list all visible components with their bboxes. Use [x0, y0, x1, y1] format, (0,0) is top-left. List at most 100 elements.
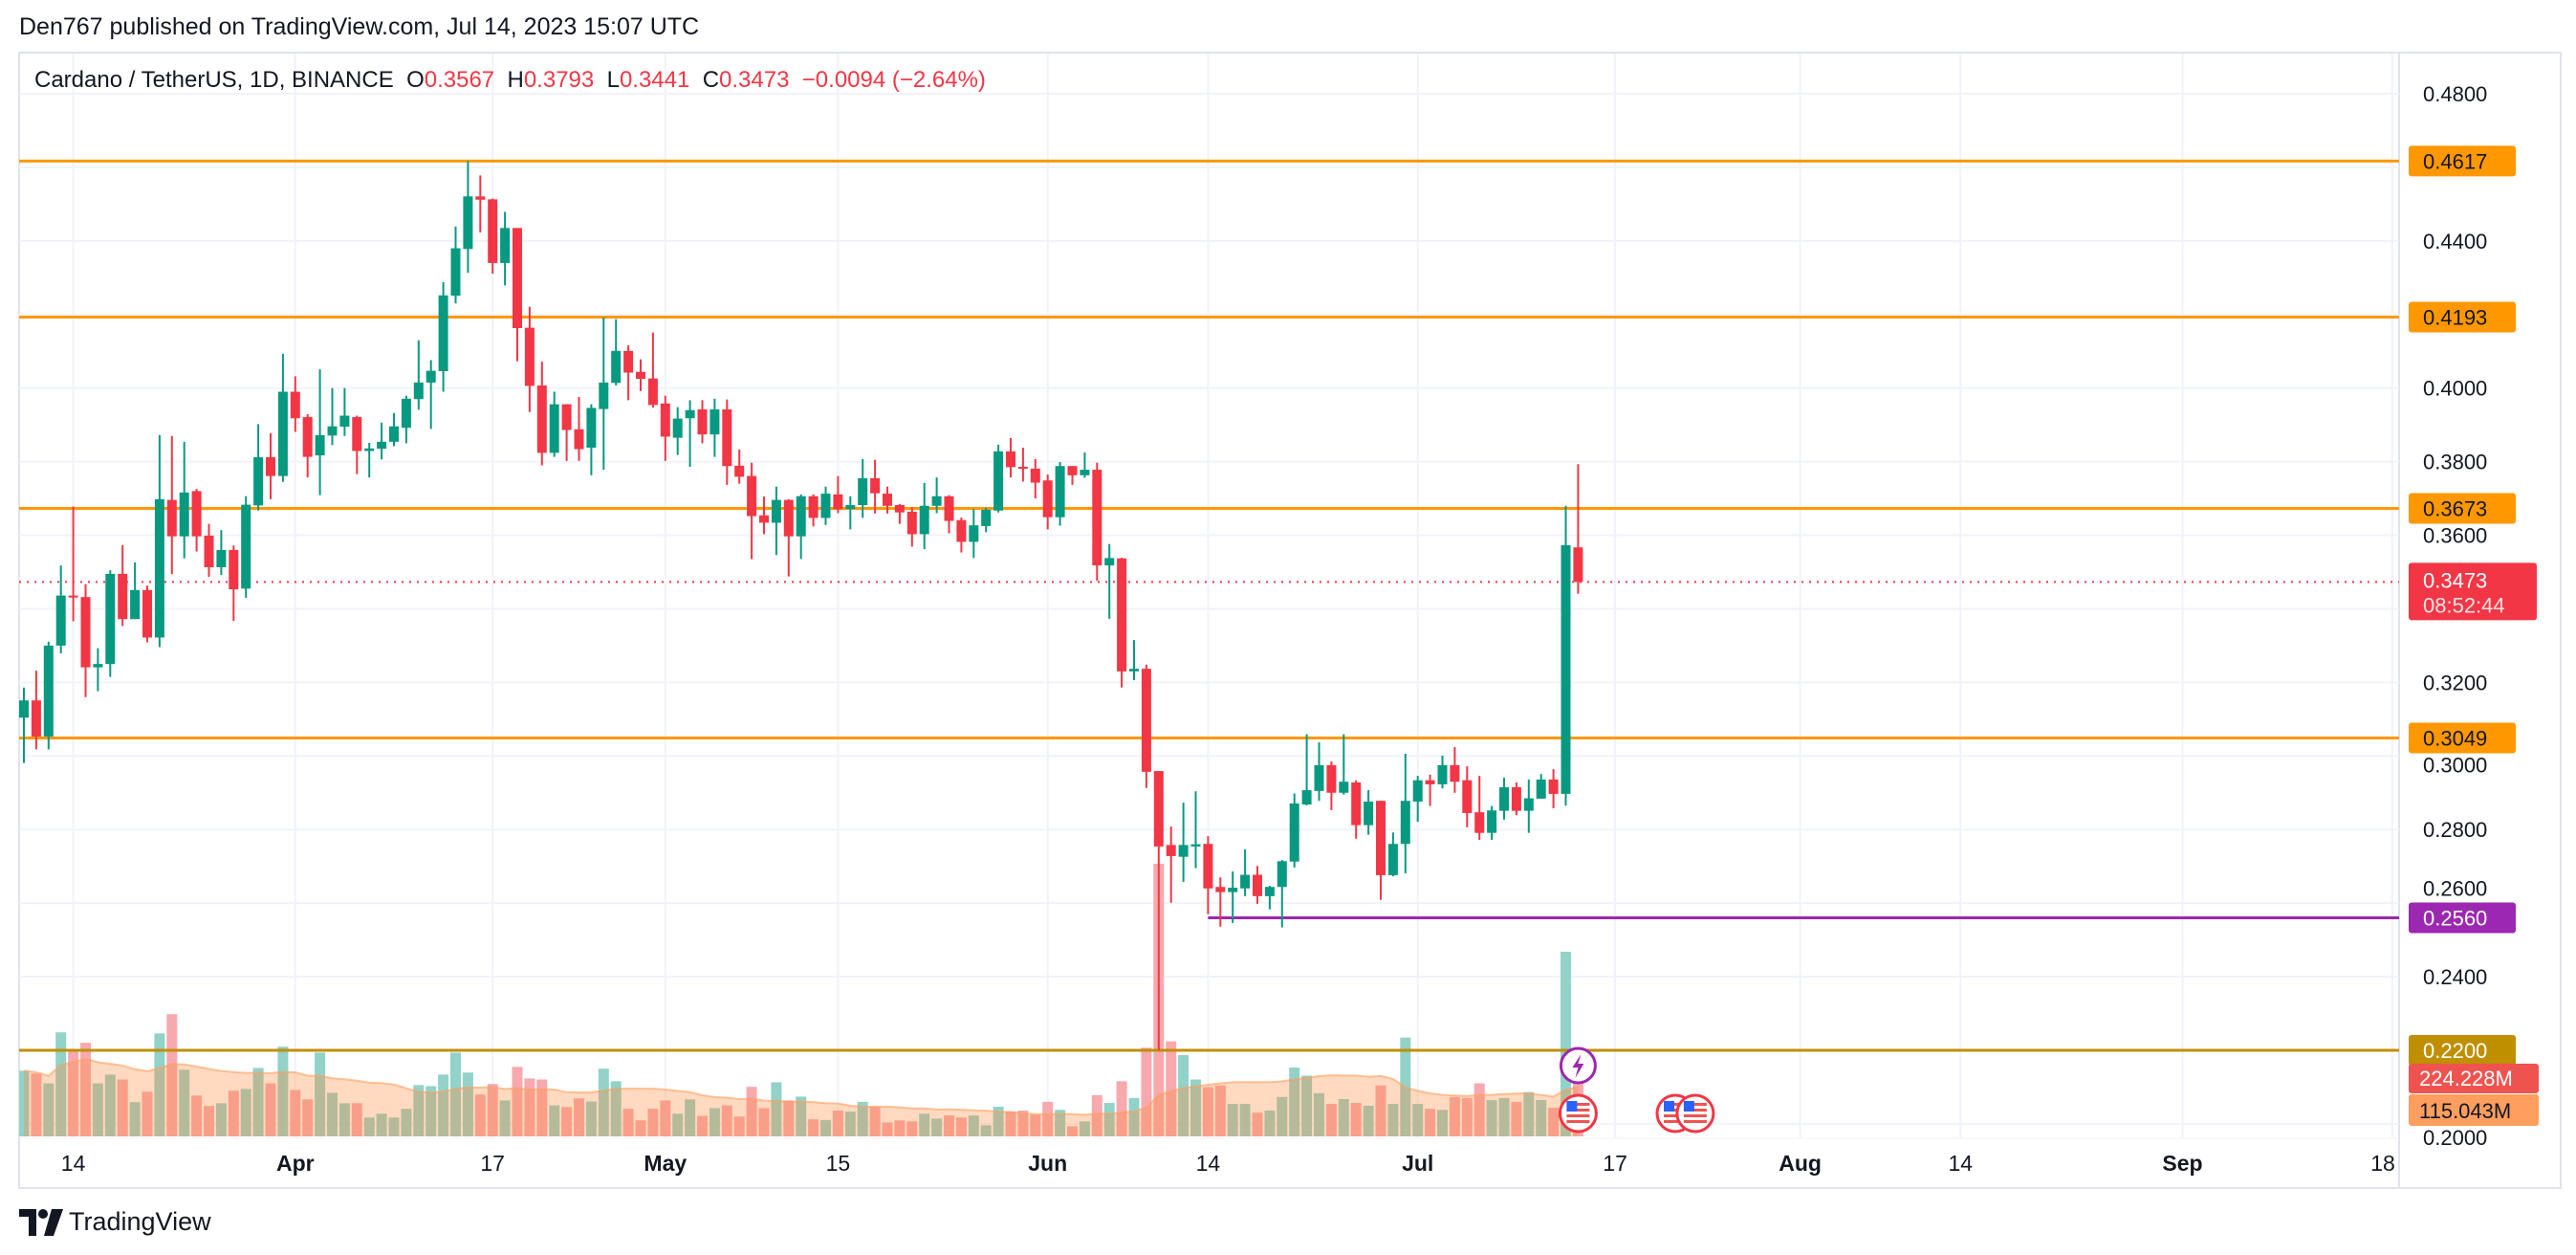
level-price-box — [2409, 145, 2516, 177]
candle-down — [1376, 801, 1386, 900]
candle-body — [1092, 470, 1102, 566]
volume-bar — [388, 1117, 400, 1136]
candle-body — [870, 477, 881, 494]
volume-bar — [438, 1074, 449, 1136]
candle-body — [1314, 764, 1324, 791]
volume-bar — [413, 1085, 425, 1136]
candle-up — [500, 211, 511, 286]
candle-up — [709, 398, 720, 457]
volume-bar — [524, 1078, 535, 1136]
level-price-box — [2409, 722, 2516, 754]
candle-up — [599, 317, 609, 471]
volume-bar — [450, 1052, 461, 1136]
candle-up — [1277, 860, 1287, 928]
candle-body — [1339, 782, 1349, 793]
volume-bar — [1141, 1047, 1152, 1136]
candle-down — [956, 517, 967, 553]
candle-down — [759, 496, 769, 535]
flag-canton — [1566, 1101, 1578, 1112]
candle-body — [191, 491, 202, 537]
candle-body — [154, 498, 164, 638]
flag-stripe — [1683, 1114, 1707, 1117]
candle-down — [80, 583, 91, 697]
candle-up — [55, 565, 66, 653]
candle-up — [450, 226, 461, 304]
candle-down — [734, 449, 745, 484]
price-axis[interactable]: 0.4800 0.4400 0.4000 0.3800 0.3600 0.3200 0.30… — [2423, 82, 2487, 1150]
candle-up — [377, 422, 387, 460]
candle-up — [586, 404, 597, 475]
time-tick-label: 17 — [480, 1151, 505, 1176]
volume-bar — [240, 1089, 251, 1136]
candle-down — [1030, 458, 1040, 499]
candle-down — [883, 486, 892, 514]
candle-down — [1253, 866, 1262, 904]
us-flag-event-icon — [1675, 1093, 1715, 1134]
volume-bar — [844, 1112, 856, 1136]
level-price-label: 0.4193 — [2423, 305, 2487, 329]
volume-bar — [55, 1032, 67, 1136]
volume-bar — [277, 1046, 289, 1136]
candle-body — [352, 417, 362, 451]
candle-down — [191, 489, 202, 552]
open-label: O — [406, 67, 425, 93]
volume-bar — [1325, 1104, 1337, 1136]
candle-body — [944, 495, 954, 521]
volume-bar — [129, 1102, 141, 1136]
candle-body — [1499, 787, 1509, 811]
candle-up — [43, 641, 54, 750]
candle-body — [524, 327, 535, 386]
candle-body — [253, 457, 264, 506]
publish-info: Den767 published on TradingView.com, Jul… — [19, 13, 700, 40]
candle-body — [1511, 787, 1521, 811]
candle-body — [1042, 480, 1053, 517]
candle-up — [1387, 832, 1398, 877]
candle-body — [55, 595, 66, 646]
volume-ma-area — [24, 1058, 1579, 1136]
price-tick-label: 0.2800 — [2423, 818, 2487, 842]
volume-bar — [19, 1070, 30, 1136]
tradingview-logo-icon — [19, 1208, 63, 1236]
candle-body — [796, 495, 806, 537]
volume-bar — [783, 1100, 795, 1136]
candle-down — [1351, 780, 1362, 839]
candle-down — [1326, 761, 1337, 810]
candle-up — [327, 387, 338, 446]
flag-stripe — [1683, 1109, 1707, 1112]
volume-bar — [1449, 1096, 1460, 1136]
candle-down — [1017, 448, 1028, 482]
candle-down — [1450, 747, 1460, 793]
candle-down — [352, 415, 362, 474]
candle-body — [931, 495, 942, 506]
candle-body — [722, 409, 732, 467]
candle-body — [1351, 782, 1362, 826]
tradingview-logo[interactable]: TradingView — [19, 1207, 211, 1237]
symbol-title[interactable]: Cardano / TetherUS, 1D, BINANCE — [34, 67, 394, 93]
candle-up — [463, 161, 473, 274]
volume-bar — [944, 1115, 954, 1136]
candle-body — [19, 700, 29, 718]
volume-bar — [1561, 951, 1571, 1136]
volume-bar — [290, 1090, 301, 1136]
candle-body — [1387, 844, 1398, 875]
candle-down — [290, 376, 300, 432]
candle-body — [734, 465, 745, 477]
candle-up — [339, 387, 350, 436]
volume-bar — [499, 1100, 511, 1136]
volume-bar — [758, 1108, 770, 1136]
volume-bar — [955, 1117, 967, 1136]
candle-body — [1573, 547, 1583, 583]
level-price-label: 0.2200 — [2423, 1039, 2487, 1063]
candle-body — [463, 196, 473, 250]
lightning-bolt — [1572, 1054, 1584, 1078]
volume-bar — [585, 1101, 597, 1136]
candle-up — [130, 562, 141, 620]
volume-bar — [1289, 1068, 1300, 1136]
candle-up — [1364, 790, 1374, 835]
volume-bar — [31, 1073, 42, 1136]
time-axis[interactable]: 14 Apr 17 May 15 Jun 14 Jul 17 Aug 14 Sep 18 — [61, 1151, 2395, 1176]
candle-down — [1215, 877, 1226, 927]
candle-down — [1511, 782, 1521, 816]
candle-up — [685, 400, 695, 467]
